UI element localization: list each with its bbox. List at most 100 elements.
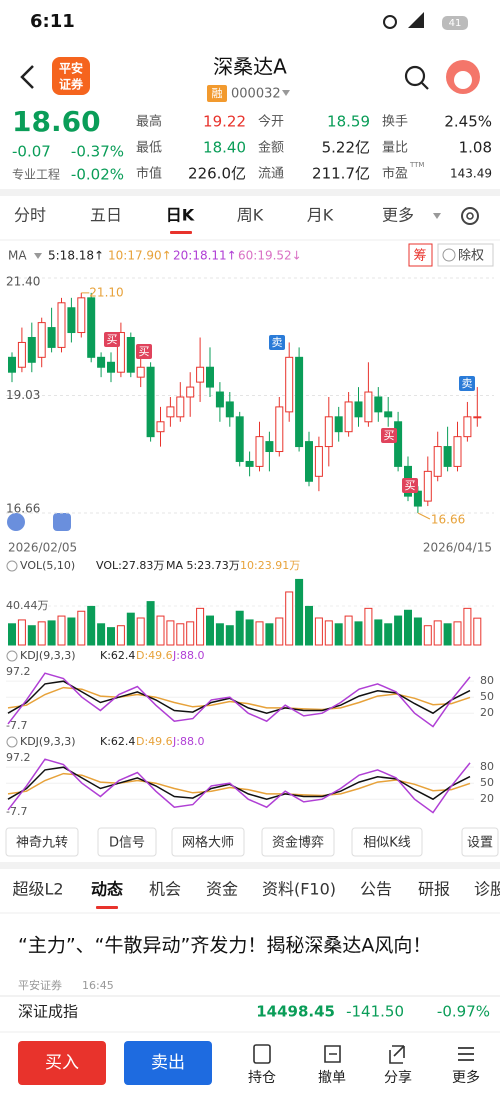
news-tab[interactable]: 超级L2 — [12, 880, 63, 899]
ma-value: 20:18.11↑ — [173, 249, 237, 263]
vol-header: VOL:27.83万 — [96, 559, 164, 572]
tool-label[interactable]: 设置 — [467, 836, 493, 851]
action-label[interactable]: 更多 — [452, 1069, 480, 1086]
candle-body — [67, 307, 76, 334]
news-tab[interactable]: 研报 — [418, 880, 450, 899]
sell-button[interactable] — [124, 1041, 212, 1085]
volume-bar — [107, 627, 115, 646]
broker-logo — [52, 57, 90, 95]
volume-bar — [453, 621, 462, 646]
volume-bar — [235, 610, 244, 646]
news-headline[interactable]: “主力”、“牛散异动”齐发力！揭秘深桑达A风向！ — [18, 935, 431, 957]
search-icon[interactable] — [404, 65, 426, 87]
info-icon — [6, 560, 18, 572]
period-tab[interactable]: 月K — [307, 206, 334, 225]
period-tab[interactable]: 周K — [237, 206, 264, 225]
candle-body — [354, 401, 363, 418]
volume-bar — [17, 619, 26, 646]
tool-button[interactable] — [351, 827, 423, 857]
tool-label[interactable]: 相似K线 — [363, 836, 411, 851]
period-tab[interactable]: 分时 — [14, 206, 46, 225]
volume-bar — [8, 623, 16, 646]
news-tab[interactable]: 资料(F10) — [262, 880, 336, 899]
kdj-header: D:49.6 — [136, 735, 173, 748]
stat-value: 226.0亿 — [188, 165, 246, 183]
volume-bar — [37, 621, 46, 646]
tool-button[interactable] — [97, 827, 157, 857]
volume-bar — [97, 623, 106, 646]
y2-tick-label: 20 — [480, 706, 494, 719]
tool-button[interactable] — [261, 827, 335, 857]
volume-bar — [384, 623, 393, 646]
expand-icon[interactable] — [7, 513, 25, 531]
stat-sup: TTM — [409, 161, 424, 169]
candle-body — [77, 297, 86, 334]
news-tab[interactable]: 诊股 — [474, 880, 500, 899]
candle-body — [413, 490, 422, 507]
candle-body — [463, 416, 472, 438]
change: -0.07 — [12, 143, 51, 161]
tool-button[interactable] — [5, 827, 79, 857]
period-tab[interactable]: 更多 — [382, 206, 414, 225]
volume-bar — [196, 607, 205, 646]
candle-body — [314, 446, 323, 477]
volume-bar — [245, 619, 254, 646]
info-icon — [442, 248, 456, 262]
action-label[interactable]: 撤单 — [318, 1070, 346, 1086]
margin-badge: 融 — [212, 87, 223, 100]
low-label: 16.66 — [431, 513, 465, 527]
tool-label[interactable]: 资金博弈 — [272, 835, 324, 851]
status-icon — [383, 15, 397, 29]
buy-button[interactable] — [18, 1041, 106, 1085]
news-tab[interactable]: 动态 — [91, 880, 123, 899]
volume-bar — [354, 621, 363, 646]
avatar — [454, 71, 472, 89]
period-tab[interactable]: 日K — [166, 206, 195, 225]
sector-pct: -0.02% — [71, 166, 124, 184]
tool-label[interactable]: 网格大师 — [182, 835, 234, 851]
adjust-label[interactable]: 除权 — [458, 248, 484, 264]
sell-label[interactable]: 卖出 — [151, 1053, 185, 1073]
action-label[interactable]: 分享 — [384, 1069, 412, 1086]
signal-icon — [408, 12, 424, 28]
y-tick-label: 97.2 — [6, 665, 31, 678]
candle-body — [245, 460, 254, 467]
candle-body — [37, 322, 46, 358]
tool-button[interactable] — [171, 827, 245, 857]
volume-bar — [47, 620, 56, 646]
volume-bar — [116, 625, 125, 646]
y2-tick-label: 20 — [480, 792, 494, 805]
dropdown-icon[interactable] — [34, 253, 42, 259]
tool-label[interactable]: 神奇九转 — [16, 835, 68, 851]
buy-label[interactable]: 买入 — [45, 1053, 79, 1073]
signal-badge — [136, 344, 152, 359]
volume-bar — [27, 625, 36, 646]
stat-label: 金额 — [258, 140, 284, 156]
chip-button[interactable] — [408, 243, 433, 267]
dropdown-icon[interactable] — [433, 213, 441, 219]
action-label[interactable]: 持仓 — [248, 1070, 276, 1086]
tab-underline — [170, 231, 192, 234]
dropdown-icon[interactable] — [282, 90, 290, 96]
news-tab[interactable]: 公告 — [360, 880, 392, 899]
chip-label[interactable]: 筹 — [413, 248, 426, 264]
news-time: 16:45 — [82, 979, 114, 992]
signal-badge — [381, 428, 397, 443]
zoom-icon[interactable] — [53, 513, 71, 531]
period-tab[interactable]: 五日 — [90, 206, 122, 225]
tab-underline — [96, 906, 118, 909]
news-tab[interactable]: 机会 — [149, 880, 181, 899]
date-label: 2026/02/05 — [8, 541, 77, 555]
ma-value: 10:17.90↑ — [108, 249, 172, 263]
news-tab[interactable]: 资金 — [206, 880, 238, 899]
candle-body — [324, 416, 333, 448]
back-icon[interactable] — [20, 65, 34, 89]
separator — [0, 189, 500, 196]
candle-body — [255, 436, 264, 467]
tool-button[interactable] — [461, 827, 499, 857]
volume-bar — [176, 623, 185, 646]
vol-header: MA 5:23.73万 — [166, 559, 240, 572]
tool-label[interactable]: D信号 — [109, 836, 145, 851]
settings-icon[interactable] — [461, 207, 479, 225]
